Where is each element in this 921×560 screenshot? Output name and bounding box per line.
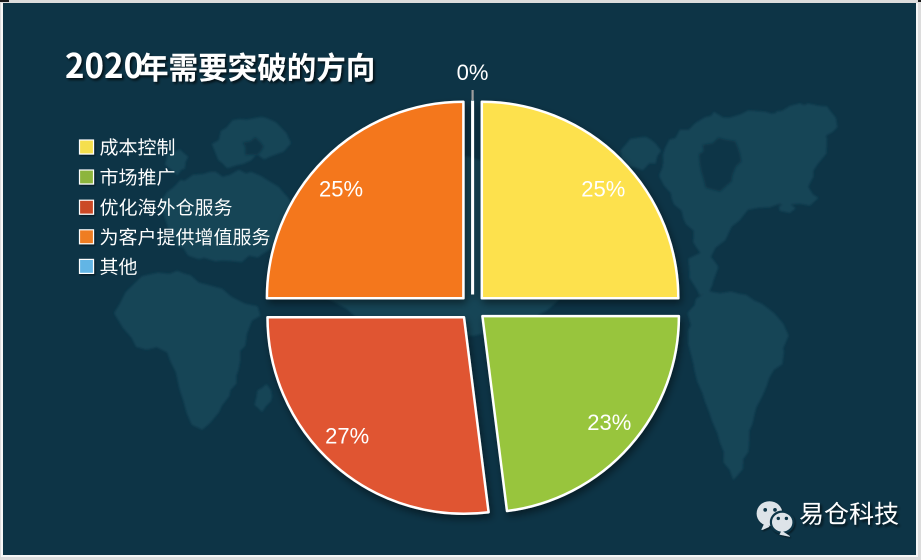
svg-text:25%: 25% [581, 177, 625, 202]
svg-text:27%: 27% [325, 423, 369, 448]
svg-text:25%: 25% [319, 177, 363, 202]
svg-text:0%: 0% [457, 60, 489, 85]
svg-text:23%: 23% [587, 410, 631, 435]
